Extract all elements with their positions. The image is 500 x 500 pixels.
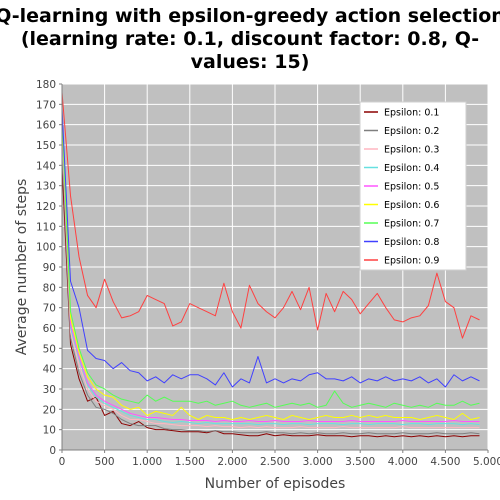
chart-title-line-1: Q-learning with epsilon-greedy action se… [0, 5, 500, 27]
y-tick-label: 100 [36, 242, 56, 254]
x-axis-label: Number of episodes [205, 476, 346, 492]
y-tick-label: 150 [36, 140, 56, 152]
legend-label: Epsilon: 0.9 [384, 256, 439, 267]
y-tick-label: 70 [43, 303, 56, 315]
series-line-epsilon-0-3 [61, 134, 480, 429]
x-tick-label: 2.500 [260, 456, 290, 468]
y-tick-label: 90 [43, 262, 56, 274]
legend-label: Epsilon: 0.6 [384, 200, 439, 211]
y-tick-label: 130 [36, 181, 56, 193]
chart-title-line-3: values: 15) [191, 51, 310, 73]
series-line-epsilon-0-4 [61, 128, 480, 426]
y-axis-label: Average number of steps [14, 179, 30, 356]
legend: Epsilon: 0.1 Epsilon: 0.2 Epsilon: 0.3 Epsi… [359, 101, 467, 271]
legend-label: Epsilon: 0.8 [384, 237, 439, 248]
x-tick-label: 4.500 [430, 456, 460, 468]
x-tick-label: 1.000 [132, 456, 162, 468]
y-tick-label: 50 [43, 343, 56, 355]
x-tick-label: 3.000 [303, 456, 333, 468]
y-tick-label: 170 [36, 99, 56, 111]
legend-label: Epsilon: 0.1 [384, 108, 439, 119]
legend-label: Epsilon: 0.4 [384, 163, 439, 174]
chart-title-line-2: (learning rate: 0.1, discount factor: 0.… [21, 28, 479, 50]
x-tick-label: 3.500 [345, 456, 375, 468]
y-tick-label: 160 [36, 120, 56, 132]
y-tick-label: 20 [43, 404, 56, 416]
series-line-epsilon-0-2 [61, 144, 480, 435]
x-tick-label: 4.000 [388, 456, 418, 468]
series-line-epsilon-0-1 [61, 165, 480, 438]
y-tick-label: 120 [36, 201, 56, 213]
x-ticks: 0 500 1.000 1.500 2.000 2.500 3.000 3.500 4.000 4… [59, 450, 500, 468]
series-line-epsilon-0-6 [61, 120, 480, 420]
y-tick-label: 40 [43, 364, 56, 376]
y-tick-label: 110 [36, 221, 56, 233]
legend-label: Epsilon: 0.7 [384, 219, 439, 230]
legend-label: Epsilon: 0.2 [384, 126, 439, 137]
x-tick-label: 2.000 [217, 456, 247, 468]
y-tick-label: 180 [36, 79, 56, 91]
legend-label: Epsilon: 0.5 [384, 182, 439, 193]
y-tick-label: 0 [49, 445, 56, 457]
y-tick-label: 80 [43, 282, 56, 294]
y-tick-label: 140 [36, 160, 56, 172]
legend-label: Epsilon: 0.3 [384, 145, 439, 156]
y-tick-label: 30 [43, 384, 56, 396]
y-tick-label: 60 [43, 323, 56, 335]
series-line-epsilon-0-9 [61, 92, 480, 339]
y-tick-label: 10 [43, 425, 56, 437]
series-line-epsilon-0-8 [61, 108, 480, 388]
series-line-epsilon-0-7 [61, 114, 480, 408]
x-tick-label: 0 [59, 456, 66, 468]
x-tick-label: 1.500 [175, 456, 205, 468]
x-tick-label: 5.000 [473, 456, 500, 468]
x-tick-label: 500 [95, 456, 115, 468]
series-lines [61, 92, 480, 438]
y-ticks: 0 10 20 30 40 50 60 70 80 90 100 110 120 130 140 150 160… [36, 79, 62, 457]
series-line-epsilon-0-5 [61, 124, 480, 423]
